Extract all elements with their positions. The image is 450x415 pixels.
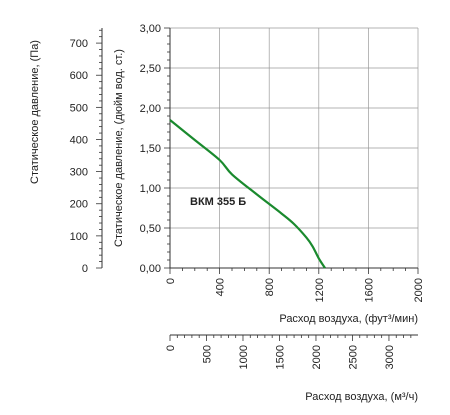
secondary-y-tick-label: 0	[82, 263, 88, 275]
secondary-x-tick-label: 1500	[274, 345, 286, 369]
secondary-x-axis-title: Расход воздуха, (м³/ч)	[305, 391, 418, 403]
secondary-y-tick-label: 400	[70, 134, 88, 146]
series-label: ВКМ 355 Б	[190, 196, 246, 208]
secondary-y-tick-label: 500	[70, 102, 88, 114]
primary-y-tick-label: 0,50	[140, 223, 161, 235]
primary-x-tick-label: 400	[215, 278, 227, 296]
secondary-y-tick-label: 700	[70, 38, 88, 50]
primary-y-tick-label: 1,00	[140, 183, 161, 195]
curve-layer	[169, 119, 326, 269]
primary-y-tick-label: 1,50	[140, 143, 161, 155]
secondary-y-axis: 700 600 500 400 300 200 100 0	[70, 28, 103, 275]
primary-x-tick-label: 800	[264, 278, 276, 296]
primary-x-tick-label: 0	[165, 278, 177, 284]
primary-x-tick-label: 1200	[314, 278, 326, 302]
primary-y-tick-label: 2,50	[140, 63, 161, 75]
primary-x-tick-label: 1600	[363, 278, 375, 302]
secondary-x-tick-label: 3000	[384, 345, 396, 369]
secondary-y-tick-label: 100	[70, 231, 88, 243]
primary-y-tick-label: 0,00	[140, 263, 161, 275]
primary-y-tick-label: 2,00	[140, 103, 161, 115]
secondary-y-tick-label: 200	[70, 199, 88, 211]
primary-y-axis: 3,00 2,50 2,00 1,50 1,00 0,50 0,00	[140, 23, 170, 275]
primary-y-axis-title: Статическое давление, (дюйм вод. ст.)	[113, 49, 125, 247]
primary-y-tick-label: 3,00	[140, 23, 161, 35]
secondary-x-tick-label: 2000	[311, 345, 323, 369]
secondary-y-tick-label: 600	[70, 70, 88, 82]
secondary-x-tick-label: 0	[165, 345, 177, 351]
secondary-y-tick-label: 300	[70, 167, 88, 179]
primary-x-tick-label: 2000	[413, 278, 425, 302]
series-line	[169, 119, 326, 269]
secondary-x-tick-label: 500	[201, 345, 213, 363]
primary-x-axis: 0 400 800 1200 1600 2000	[165, 268, 425, 302]
grid-lines	[169, 27, 419, 269]
secondary-y-axis-title: Статическое давление, (Па)	[29, 40, 41, 184]
secondary-x-tick-label: 2500	[347, 345, 359, 369]
primary-x-axis-title: Расход воздуха, (фут³/мин)	[279, 313, 418, 325]
secondary-x-tick-label: 1000	[238, 345, 250, 369]
secondary-x-axis: 0 500 1000 1500 2000 2500 3000	[165, 334, 418, 369]
